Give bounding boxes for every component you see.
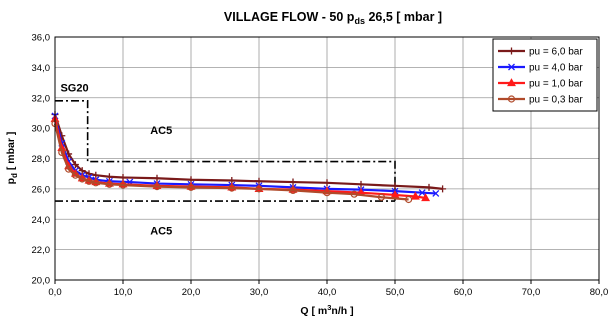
y-axis-label: pd [ mbar ] xyxy=(5,132,19,185)
x-tick-label: 50,0 xyxy=(386,287,405,298)
tick-labels: 20,0 22,0 24,0 26,0 28,0 30,0 32,0 34,0 36,0 0,0 1… xyxy=(32,33,609,299)
limit-line xyxy=(55,99,396,202)
data-point xyxy=(425,183,433,191)
data-point xyxy=(255,177,263,185)
data-point xyxy=(421,193,431,202)
x-tick-label: 10,0 xyxy=(114,287,133,298)
series-line xyxy=(53,114,443,190)
y-tick-label: 24,0 xyxy=(32,215,51,226)
x-tick-label: 0,0 xyxy=(48,287,61,298)
data-point xyxy=(377,193,385,201)
data-point xyxy=(410,191,420,200)
plot-frame xyxy=(54,36,600,281)
data-point xyxy=(357,180,365,188)
y-tick-label: 28,0 xyxy=(32,154,51,165)
x-tick-label: 60,0 xyxy=(454,287,473,298)
data-point xyxy=(85,177,93,185)
zone-label: AC5 xyxy=(150,225,172,237)
series-group xyxy=(50,110,447,204)
legend-item: pu = 0,3 bar xyxy=(498,95,583,106)
legend-item: pu = 6,0 bar xyxy=(498,47,583,58)
data-point xyxy=(187,183,195,191)
series-line xyxy=(53,123,409,201)
data-point xyxy=(405,195,413,204)
legend-label: pu = 1,0 bar xyxy=(529,79,583,90)
data-point xyxy=(228,184,236,192)
data-point xyxy=(105,180,114,188)
data-point xyxy=(439,185,447,193)
data-point xyxy=(71,161,79,169)
data-point xyxy=(71,171,80,179)
data-point xyxy=(289,186,297,194)
data-point xyxy=(289,178,297,186)
data-point xyxy=(391,182,399,190)
data-point xyxy=(78,175,86,183)
data-point-legend xyxy=(507,78,516,87)
data-point xyxy=(64,165,73,173)
data-point xyxy=(58,148,66,157)
legend-label: pu = 6,0 bar xyxy=(529,47,583,58)
series-pu-6-0-bar xyxy=(51,110,447,193)
data-point xyxy=(153,182,161,191)
x-axis-label: Q [ m3n/h ] xyxy=(300,303,353,317)
y-tick-label: 20,0 xyxy=(32,276,51,287)
data-point xyxy=(92,179,100,187)
series-pu-0-3-bar xyxy=(51,119,413,204)
y-tick-label: 32,0 xyxy=(32,93,51,104)
legend-item: pu = 4,0 bar xyxy=(498,63,583,74)
zone-label: AC5 xyxy=(150,125,172,137)
annotations: SG20 AC5 AC5 xyxy=(60,83,172,238)
data-point xyxy=(78,167,86,175)
y-tick-label: 22,0 xyxy=(32,245,51,256)
data-point xyxy=(255,185,263,193)
y-tick-label: 36,0 xyxy=(32,33,51,44)
y-tick-label: 34,0 xyxy=(32,63,51,74)
legend-label: pu = 4,0 bar xyxy=(529,63,583,74)
data-point xyxy=(418,189,426,197)
legend-label: pu = 0,3 bar xyxy=(529,95,583,106)
x-tick-label: 70,0 xyxy=(522,287,541,298)
data-point xyxy=(119,181,127,189)
legend: pu = 6,0 bar pu = 4,0 bar pu = 1,0 bar pu =… xyxy=(492,38,598,112)
data-point-legend xyxy=(508,63,515,71)
legend-item: pu = 1,0 bar xyxy=(498,78,583,90)
data-point xyxy=(323,179,331,187)
x-tick-label: 20,0 xyxy=(182,287,201,298)
data-point xyxy=(432,189,440,197)
x-tick-label: 30,0 xyxy=(250,287,269,298)
x-tick-label: 40,0 xyxy=(318,287,337,298)
data-point xyxy=(350,190,358,198)
data-point xyxy=(153,174,161,182)
data-point xyxy=(323,189,331,197)
grid xyxy=(54,37,600,284)
x-tick-label: 80,0 xyxy=(590,287,609,298)
data-point-legend xyxy=(508,47,515,55)
y-tick-label: 26,0 xyxy=(32,184,51,195)
limit-lines xyxy=(55,99,396,202)
y-tick-label: 30,0 xyxy=(32,124,51,135)
zone-label: SG20 xyxy=(60,83,88,95)
data-point-legend xyxy=(507,95,516,103)
chart-title: VILLAGE FLOW - 50 pds 26,5 [ mbar ] xyxy=(224,10,442,26)
